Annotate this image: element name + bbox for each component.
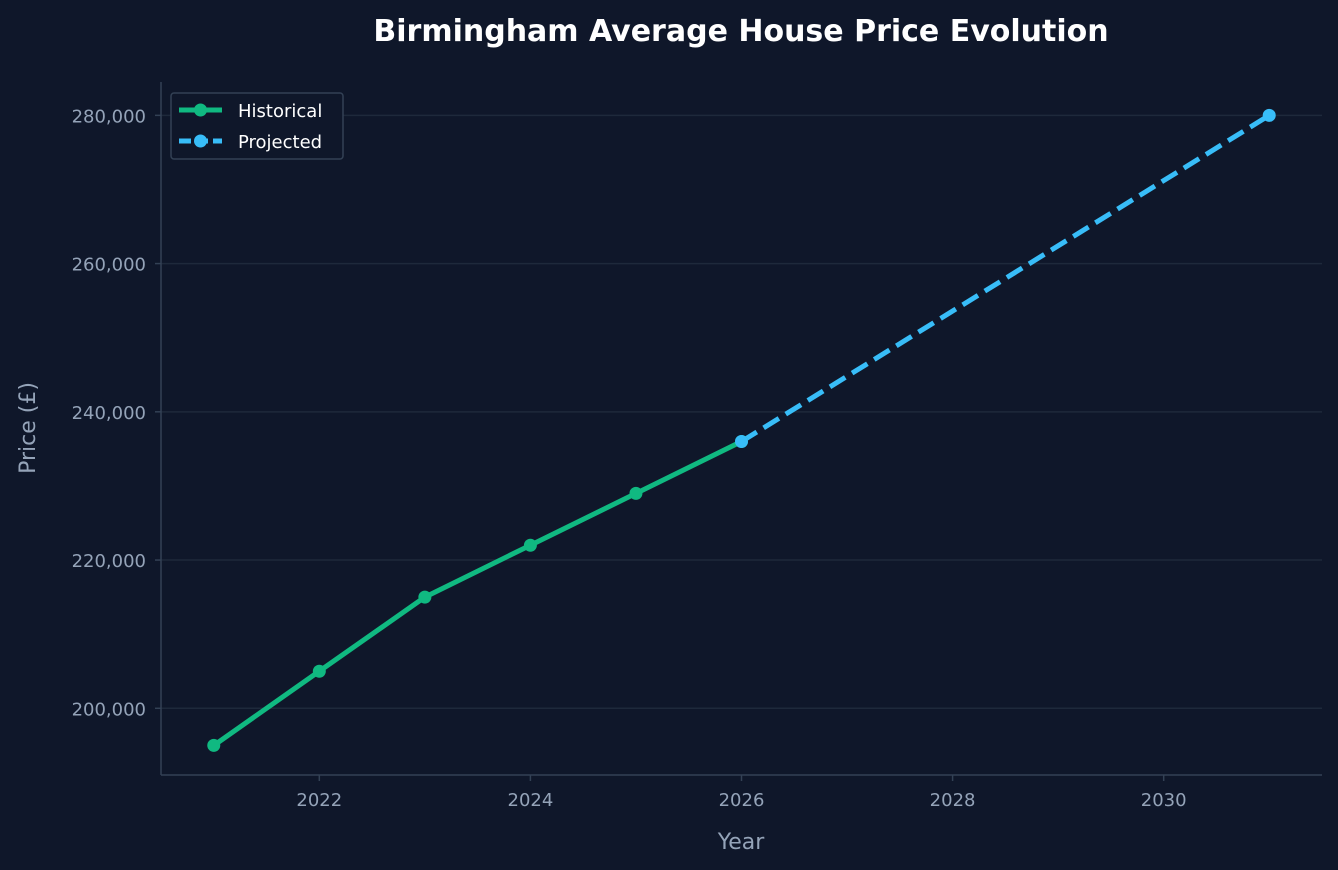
y-tick-label: 240,000 xyxy=(72,403,146,424)
historical-data-point xyxy=(629,486,643,500)
y-tick-label: 280,000 xyxy=(72,106,146,127)
x-tick-label: 2026 xyxy=(719,790,765,811)
x-tick-label: 2028 xyxy=(930,790,976,811)
y-tick-label: 200,000 xyxy=(72,699,146,720)
x-axis-label: Year xyxy=(717,830,766,855)
y-tick-label: 220,000 xyxy=(72,551,146,572)
historical-data-point xyxy=(418,590,432,604)
y-tick-label: 260,000 xyxy=(72,255,146,276)
historical-data-point xyxy=(207,738,221,752)
gridlines xyxy=(161,114,1322,710)
x-tick-label: 2022 xyxy=(296,790,342,811)
legend-historical-label: Historical xyxy=(238,101,322,122)
legend-projected-marker xyxy=(194,134,207,148)
historical-data-point xyxy=(523,538,537,552)
legend: Historical Projected xyxy=(170,92,344,160)
y-axis-label: Price (£) xyxy=(16,382,41,474)
historical-data-point xyxy=(312,664,326,678)
projected-data-point xyxy=(1262,108,1276,122)
legend-projected-label: Projected xyxy=(238,132,322,153)
chart-title: Birmingham Average House Price Evolution xyxy=(373,14,1108,49)
historical-series-line xyxy=(212,439,743,748)
x-axis-ticks: 2022 2024 2026 2028 2030 xyxy=(296,775,1187,811)
x-tick-label: 2024 xyxy=(508,790,554,811)
legend-historical-marker xyxy=(194,103,207,117)
x-tick-label: 2030 xyxy=(1141,790,1187,811)
y-axis-ticks: 200,000 220,000 240,000 260,000 280,000 xyxy=(72,106,161,720)
data-series xyxy=(207,108,1276,752)
projected-data-point xyxy=(735,434,748,448)
